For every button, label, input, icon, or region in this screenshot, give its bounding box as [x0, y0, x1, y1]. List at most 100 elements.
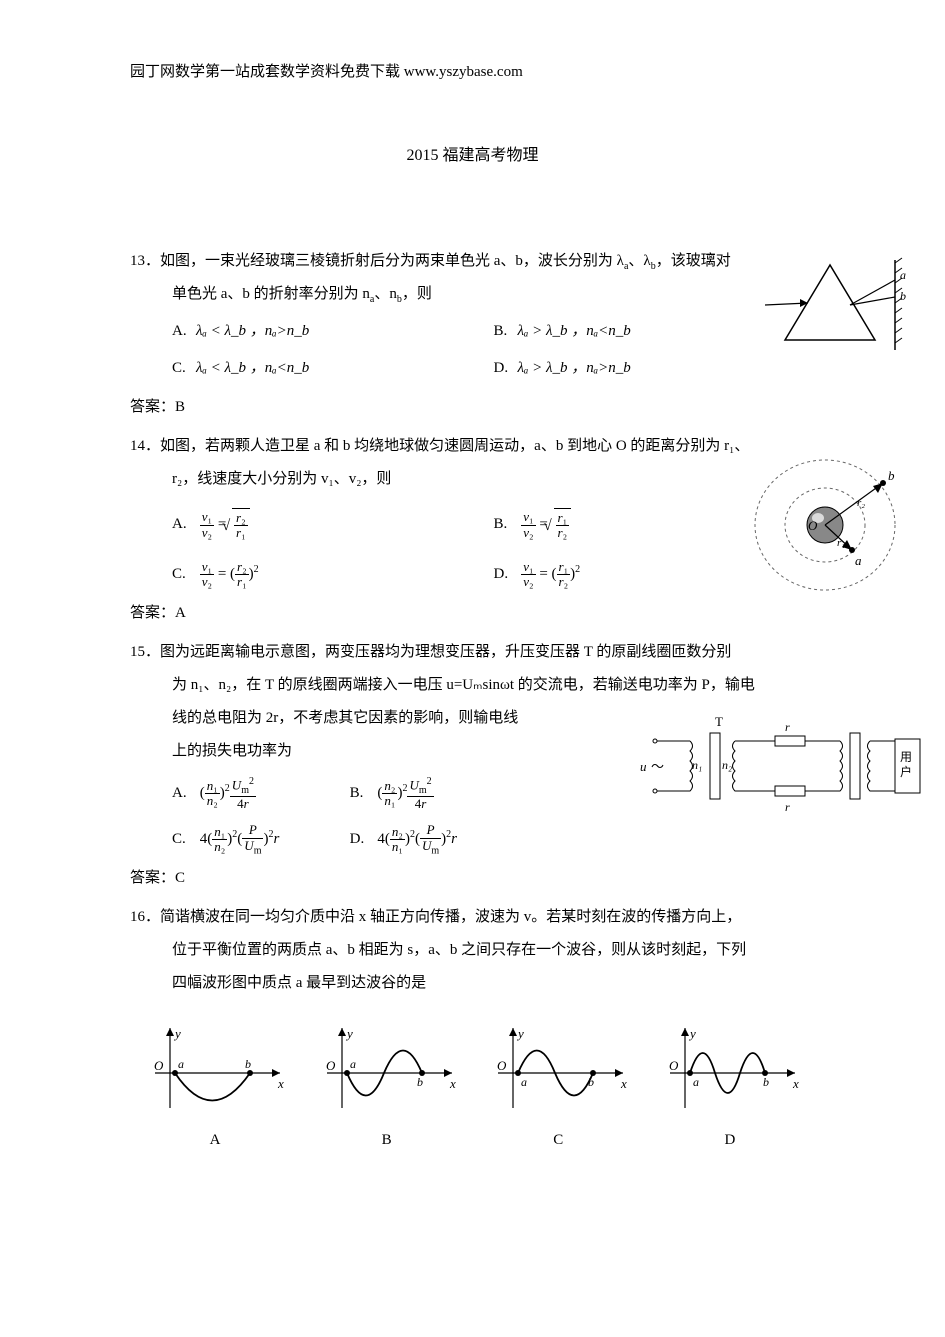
svg-text:r: r [785, 720, 790, 734]
q14-text1: 如图，若两颗人造卫星 a 和 b 均绕地球做匀速圆周运动，a、b 到地心 O 的… [160, 438, 749, 454]
q15-optD-label: D. [350, 823, 374, 856]
svg-text:O: O [497, 1058, 507, 1073]
q15-optC: C. 4(n₁n₂)2(PUm)2r [172, 823, 350, 856]
question-14: 14．如图，若两颗人造卫星 a 和 b 均绕地球做匀速圆周运动，a、b 到地心 … [130, 430, 815, 591]
optA-label: A. [172, 315, 196, 348]
svg-text:x: x [792, 1076, 799, 1091]
orbit-label-O: O [808, 518, 818, 533]
q13-stem-line1: 13．如图，一束光经玻璃三棱镜折射后分为两束单色光 a、b，波长分别为 λa、λ… [130, 245, 815, 278]
wave-A-label: A [140, 1124, 290, 1157]
q15-optC-label: C. [172, 823, 196, 856]
q13-text1c: ，该玻璃对 [656, 253, 731, 269]
svg-text:y: y [345, 1026, 353, 1041]
q15-answer: 答案：C [130, 866, 815, 887]
q15-optA-label: A. [172, 777, 196, 810]
q15-number: 15． [130, 644, 160, 660]
q13-number: 13． [130, 253, 160, 269]
wave-D: O y x a b D [655, 1018, 805, 1157]
q14-answer: 答案：A [130, 601, 815, 622]
optD-text: λₐ > λ_b ，nₐ>n_b [518, 360, 631, 376]
svg-text:b: b [588, 1075, 594, 1089]
q13-optC: C.λₐ < λ_b ，nₐ<n_b [172, 352, 494, 385]
svg-text:n₁: n₁ [692, 758, 702, 772]
q16-text1: 简谐横波在同一均匀介质中沿 x 轴正方向传播，波速为 v。若某时刻在波的传播方向… [160, 909, 741, 925]
q15-text1: 图为远距离输电示意图，两变压器均为理想变压器，升压变压器 T 的原副线圈匝数分别 [160, 644, 731, 660]
prism-label-a: a [900, 268, 906, 282]
q15-optB: B. (n₂n₁)2Um24r [350, 776, 528, 811]
q13-text2b: 、n [374, 286, 397, 302]
q14-optA: A. v₁v₂ = r₂r₁ [172, 508, 494, 542]
q16-number: 16． [130, 909, 160, 925]
wave-B-label: B [312, 1124, 462, 1157]
wave-C: O y x a b C [483, 1018, 633, 1157]
svg-text:r: r [785, 800, 790, 814]
svg-text:y: y [173, 1026, 181, 1041]
svg-text:O: O [154, 1058, 164, 1073]
q13-options-row2: C.λₐ < λ_b ，nₐ<n_b D.λₐ > λ_b ，nₐ>n_b [130, 352, 815, 385]
optB-text: λₐ > λ_b ，nₐ<n_b [518, 323, 631, 339]
svg-text:用: 用 [900, 750, 912, 764]
header-link: 园丁网数学第一站成套数学资料免费下载 www.yszybase.com [130, 60, 815, 81]
optA-text: λₐ < λ_b ，nₐ>n_b [196, 323, 309, 339]
svg-text:x: x [620, 1076, 627, 1091]
orbit-label-r1: r₁ [837, 537, 845, 549]
q15-optA: A. (n₁n₂)2Um24r [172, 776, 350, 811]
prism-label-b: b [900, 289, 906, 303]
q15-stem-line1: 15．图为远距离输电示意图，两变压器均为理想变压器，升压变压器 T 的原副线圈匝… [130, 636, 815, 669]
q13-text2: 单色光 a、b 的折射率分别为 n [172, 286, 370, 302]
wave-C-label: C [483, 1124, 633, 1157]
svg-text:户: 户 [900, 764, 912, 779]
question-16: 16．简谐横波在同一均匀介质中沿 x 轴正方向传播，波速为 v。若某时刻在波的传… [130, 901, 815, 1157]
wave-figures-row: O y x a b A O y x a b [130, 1018, 815, 1157]
svg-text:a: a [350, 1057, 356, 1071]
svg-text:O: O [669, 1058, 679, 1073]
q14-options-row2: C. v₁v₂ = (r₂r₁)2 D. v₁v₂ = (r₁r₂)2 [130, 558, 815, 591]
q14-number: 14． [130, 438, 160, 454]
q15-options-row1: A. (n₁n₂)2Um24r B. (n₂n₁)2Um24r [130, 776, 527, 811]
wave-A: O y x a b A [140, 1018, 290, 1157]
svg-text:O: O [326, 1058, 336, 1073]
svg-text:x: x [449, 1076, 456, 1091]
orbit-label-b: b [888, 468, 895, 483]
prism-figure: a b [765, 255, 915, 368]
q14-stem-line2: r₂，线速度大小分别为 v₁、v₂，则 [130, 463, 815, 496]
wave-D-label: D [655, 1124, 805, 1157]
q16-stem-line1: 16．简谐横波在同一均匀介质中沿 x 轴正方向传播，波速为 v。若某时刻在波的传… [130, 901, 815, 934]
q14-optB-label: B. [494, 508, 518, 541]
svg-text:b: b [417, 1075, 423, 1089]
q16-stem-line3: 四幅波形图中质点 a 最早到达波谷的是 [130, 967, 815, 1000]
q14-optD-label: D. [494, 558, 518, 591]
question-13: 13．如图，一束光经玻璃三棱镜折射后分为两束单色光 a、b，波长分别为 λa、λ… [130, 245, 815, 385]
q14-stem-line1: 14．如图，若两颗人造卫星 a 和 b 均绕地球做匀速圆周运动，a、b 到地心 … [130, 430, 815, 463]
q15-optB-label: B. [350, 777, 374, 810]
optC-text: λₐ < λ_b ，nₐ<n_b [196, 360, 309, 376]
q14-optC: C. v₁v₂ = (r₂r₁)2 [172, 558, 494, 591]
svg-text:a: a [521, 1075, 527, 1089]
wave-B: O y x a b B [312, 1018, 462, 1157]
q13-stem-line2: 单色光 a、b 的折射率分别为 na、nb，则 [130, 278, 815, 311]
q13-answer: 答案：B [130, 395, 815, 416]
svg-text:u: u [640, 759, 647, 774]
svg-text:y: y [688, 1026, 696, 1041]
optD-label: D. [494, 352, 518, 385]
q15-options-row2: C. 4(n₁n₂)2(PUm)2r D. 4(n₂n₁)2(PUm)2r [130, 823, 527, 856]
q16-stem-line2: 位于平衡位置的两质点 a、b 相距为 s，a、b 之间只存在一个波谷，则从该时刻… [130, 934, 815, 967]
question-15: 15．图为远距离输电示意图，两变压器均为理想变压器，升压变压器 T 的原副线圈匝… [130, 636, 815, 856]
svg-text:a: a [178, 1057, 184, 1071]
q14-optC-label: C. [172, 558, 196, 591]
q13-text1b: 、λ [628, 253, 650, 269]
svg-text:a: a [693, 1075, 699, 1089]
orbit-label-r2: r₂ [857, 497, 865, 509]
svg-text:y: y [516, 1026, 524, 1041]
q15-optD: D. 4(n₂n₁)2(PUm)2r [350, 823, 528, 856]
q14-options-row1: A. v₁v₂ = r₂r₁ B. v₁v₂ = r₁r₂ [130, 508, 815, 542]
circuit-figure: u ～ T n₁ n₂ r r [640, 711, 930, 834]
orbit-figure: b a O r₂ r₁ [745, 450, 905, 613]
q13-optA: A.λₐ < λ_b ，nₐ>n_b [172, 315, 494, 348]
svg-text:～: ～ [651, 759, 664, 774]
orbit-label-a: a [855, 553, 862, 568]
q15-stem-line2: 为 n₁、n₂，在 T 的原线圈两端接入一电压 u=Uₘsinωt 的交流电，若… [130, 669, 815, 702]
page-title: 2015 福建高考物理 [130, 141, 815, 165]
svg-text:n₂: n₂ [722, 758, 732, 772]
svg-text:T: T [715, 714, 723, 729]
